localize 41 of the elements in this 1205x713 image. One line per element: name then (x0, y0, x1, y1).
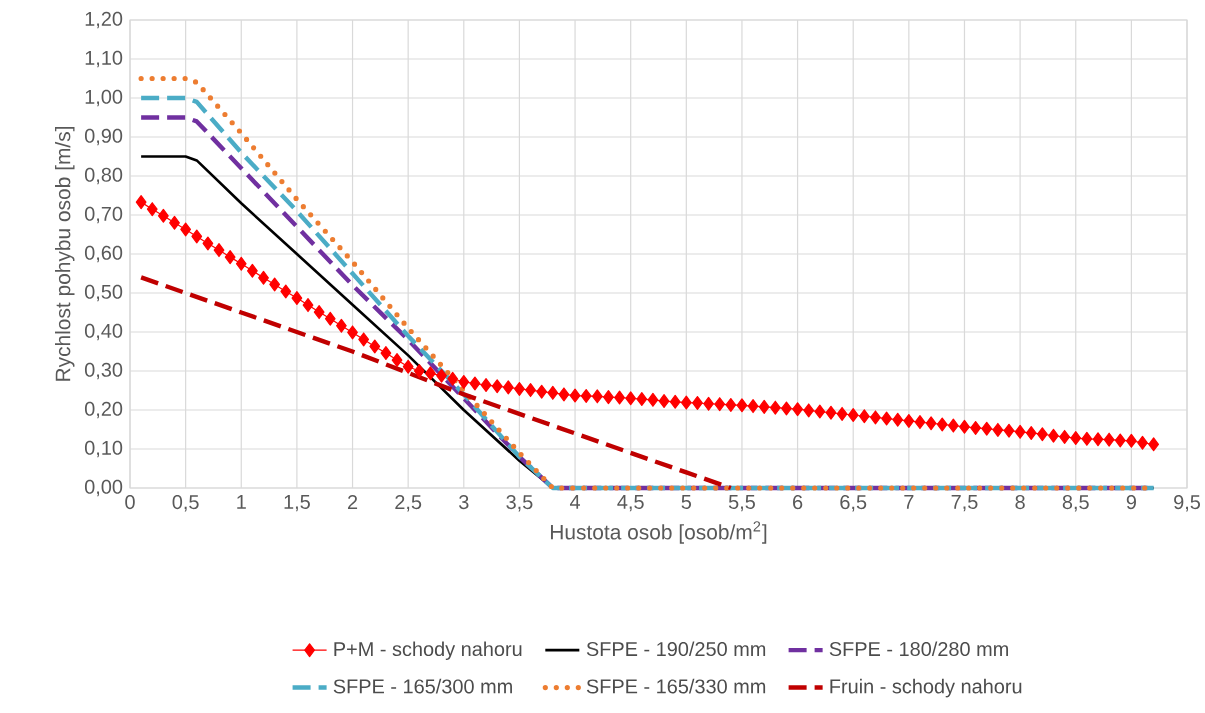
x-tick-label: 2,5 (395, 495, 422, 512)
x-tick-label: 6,5 (840, 495, 867, 512)
y-tick-label: 0,60 (84, 245, 123, 263)
legend-label: P+M - schody nahoru (334, 641, 522, 661)
y-tick-label: 0,80 (84, 167, 123, 185)
x-axis-title: Hustota osob [osob/m$^{2}$] (550, 521, 767, 544)
x-tick-label: 0 (125, 495, 135, 510)
legend-label: SFPE - 165/300 mm (333, 678, 512, 694)
x-tick-label: 5 (681, 495, 692, 509)
y-tick-label: 0,40 (84, 323, 123, 341)
x-tick-label: 9,5 (1174, 495, 1201, 512)
y-tick-label: 0,00 (84, 479, 123, 497)
x-tick-label: 4,5 (617, 495, 644, 512)
legend-label: Fruin - schody nahoru (830, 678, 1022, 698)
x-tick-label: 7,5 (951, 495, 978, 512)
x-tick-label: 5,5 (728, 495, 755, 512)
x-tick-label: 9 (1126, 495, 1136, 510)
legend-label: SFPE - 180/280 mm (829, 641, 1008, 657)
y-tick-label: 0,50 (84, 284, 123, 302)
x-tick-label: 1 (237, 495, 246, 509)
y-axis-title: Rychlost pohybu osob [m/s] (55, 127, 75, 381)
y-tick-label: 0,70 (84, 206, 123, 224)
x-tick-label: 0,5 (172, 495, 199, 512)
y-tick-label: 1,10 (85, 50, 123, 68)
y-tick-label: 1,00 (85, 89, 123, 107)
x-tick-label: 8,5 (1062, 495, 1089, 512)
y-tick-label: 0,30 (84, 362, 123, 380)
x-tick-label: 2 (347, 495, 358, 509)
legend-label: SFPE - 190/250 mm (586, 641, 766, 657)
x-tick-label: 4 (569, 495, 581, 509)
y-tick-label: 0,90 (84, 128, 123, 146)
legend-label: SFPE - 165/330 mm (586, 678, 766, 694)
x-tick-label: 7 (904, 495, 914, 509)
x-tick-label: 1,5 (284, 495, 310, 512)
y-tick-label: 1,20 (85, 11, 123, 29)
y-tick-label: 0,20 (84, 401, 123, 419)
x-tick-label: 8 (1015, 495, 1025, 510)
x-tick-label: 3,5 (506, 495, 533, 512)
x-tick-label: 6 (793, 495, 803, 510)
y-tick-label: 0,10 (84, 440, 123, 458)
x-tick-label: 3 (459, 495, 469, 510)
